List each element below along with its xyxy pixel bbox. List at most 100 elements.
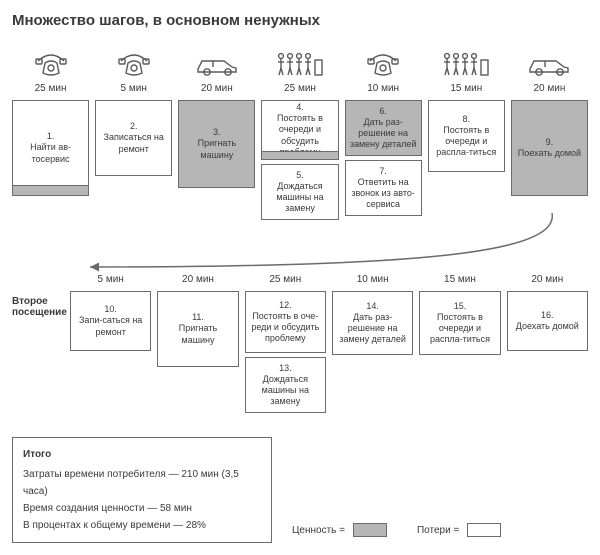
time-label: 20 мин <box>182 274 214 285</box>
step-number: 1. <box>47 131 55 142</box>
step-number: 6. <box>379 106 387 117</box>
process-step: 15.Постоять в очереди и распла-титься <box>419 291 500 355</box>
process-step: 2.Записаться на ремонт <box>95 100 172 176</box>
time-label: 20 мин <box>531 274 563 285</box>
second-visit-label: Второе посещение <box>12 274 64 318</box>
phone-icon <box>366 51 400 77</box>
step-number: 7. <box>379 166 387 177</box>
process-column: 10 мин 6.Дать раз-решение на замену детал… <box>345 47 422 216</box>
step-text: Пригнать машину <box>161 323 234 346</box>
process-column: 20 мин 11.Пригнать машину <box>157 274 238 367</box>
summary-line: В процентах к общему времени — 28% <box>23 517 261 534</box>
diagram-title: Множество шагов, в основном ненужных <box>12 12 588 29</box>
car-icon-wrap <box>526 47 572 77</box>
time-label: 20 мин <box>201 83 233 94</box>
time-label: 5 мин <box>121 83 147 94</box>
step-number: 14. <box>366 301 379 312</box>
step-number: 10. <box>104 304 117 315</box>
time-label: 10 мин <box>357 274 389 285</box>
step-number: 2. <box>130 121 138 132</box>
legend-loss-swatch <box>467 523 501 537</box>
phone-icon-wrap <box>117 47 151 77</box>
people-icon <box>275 51 325 77</box>
process-column: 5 мин 10.Запи-саться на ремонт <box>70 274 151 351</box>
process-step: 12.Постоять в оче-реди и обсудить пробле… <box>245 291 326 353</box>
process-column: 25 мин 4.Постоять в очереди и обсудить пр… <box>261 47 338 220</box>
step-text: Записаться на ремонт <box>99 132 168 155</box>
step-text: Дать раз-решение на замену деталей <box>336 312 409 346</box>
time-label: 5 мин <box>98 274 124 285</box>
process-step: 3.Пригнать машину <box>178 100 255 188</box>
phone-icon-wrap <box>34 47 68 77</box>
time-label: 25 мин <box>284 83 316 94</box>
process-step: 4.Постоять в очереди и обсудить проблему <box>261 100 338 160</box>
car-icon <box>194 53 240 77</box>
step-text: Запи-саться на ремонт <box>74 315 147 338</box>
step-number: 3. <box>213 127 221 138</box>
step-number: 8. <box>463 114 471 125</box>
process-column: 20 мин 16.Доехать домой <box>507 274 588 351</box>
process-step: 5.Дождаться машины на замену <box>261 164 338 220</box>
people-icon-wrap <box>441 47 491 77</box>
people-icon-wrap <box>275 47 325 77</box>
process-step: 1.Найти ав-тосервис <box>12 100 89 196</box>
summary-line: Затраты времени потребителя — 210 мин (3… <box>23 466 261 500</box>
step-text: Постоять в очереди и распла-титься <box>423 312 496 346</box>
process-step: 16.Доехать домой <box>507 291 588 351</box>
step-footer-band <box>13 185 88 195</box>
process-column: 10 мин 14.Дать раз-решение на замену дета… <box>332 274 413 355</box>
time-label: 25 мин <box>35 83 67 94</box>
step-number: 11. <box>192 312 204 323</box>
step-number: 4. <box>296 102 304 113</box>
process-step: 14.Дать раз-решение на замену деталей <box>332 291 413 355</box>
car-icon-wrap <box>194 47 240 77</box>
step-text: Доехать домой <box>516 321 579 332</box>
summary-line: Время создания ценности — 58 мин <box>23 500 261 517</box>
legend-value-swatch <box>353 523 387 537</box>
process-step: 10.Запи-саться на ремонт <box>70 291 151 351</box>
step-number: 15. <box>454 301 467 312</box>
summary-box: Итого Затраты времени потребителя — 210 … <box>12 437 272 543</box>
process-column: 15 мин 8.Постоять в очереди и распла-тить… <box>428 47 505 172</box>
step-text: Пригнать машину <box>182 138 251 161</box>
step-footer-band <box>262 151 337 159</box>
process-column: 25 мин 12.Постоять в оче-реди и обсудить … <box>245 274 326 413</box>
process-step: 7.Ответить на звонок из авто-сервиса <box>345 160 422 216</box>
phone-icon-wrap <box>366 47 400 77</box>
time-label: 15 мин <box>444 274 476 285</box>
process-column: 20 мин 3.Пригнать машину <box>178 47 255 188</box>
step-text: Дождаться машины на замену <box>249 374 322 408</box>
process-column: 5 мин 2.Записаться на ремонт <box>95 47 172 176</box>
step-number: 5. <box>296 170 304 181</box>
time-label: 20 мин <box>533 83 565 94</box>
phone-icon <box>34 51 68 77</box>
process-column: 25 мин 1.Найти ав-тосервис <box>12 47 89 196</box>
summary-heading: Итого <box>23 446 261 463</box>
time-label: 10 мин <box>367 83 399 94</box>
step-number: 9. <box>546 137 554 148</box>
step-text: Найти ав-тосервис <box>16 142 85 165</box>
time-label: 25 мин <box>269 274 301 285</box>
legend-value-label: Ценность = <box>292 525 345 536</box>
people-icon <box>441 51 491 77</box>
phone-icon <box>117 51 151 77</box>
process-step: 11.Пригнать машину <box>157 291 238 367</box>
legend-loss-label: Потери = <box>417 525 459 536</box>
process-step: 9.Поехать домой <box>511 100 588 196</box>
step-text: Ответить на звонок из авто-сервиса <box>349 177 418 211</box>
car-icon <box>526 53 572 77</box>
step-text: Постоять в очереди и распла-титься <box>432 125 501 159</box>
process-step: 6.Дать раз-решение на замену деталей <box>345 100 422 156</box>
process-step: 8.Постоять в очереди и распла-титься <box>428 100 505 172</box>
step-number: 16. <box>541 310 554 321</box>
process-row-2: Второе посещение 5 мин 10.Запи-саться на р… <box>12 274 588 413</box>
step-number: 13. <box>279 363 292 374</box>
step-text: Дождаться машины на замену <box>265 181 334 215</box>
step-text: Поехать домой <box>518 148 581 159</box>
legend: Ценность = Потери = <box>292 523 501 543</box>
process-column: 15 мин 15.Постоять в очереди и распла-тит… <box>419 274 500 355</box>
process-step: 13.Дождаться машины на замену <box>245 357 326 413</box>
time-label: 15 мин <box>450 83 482 94</box>
step-text: Дать раз-решение на замену деталей <box>349 117 418 151</box>
step-number: 12. <box>279 300 292 311</box>
